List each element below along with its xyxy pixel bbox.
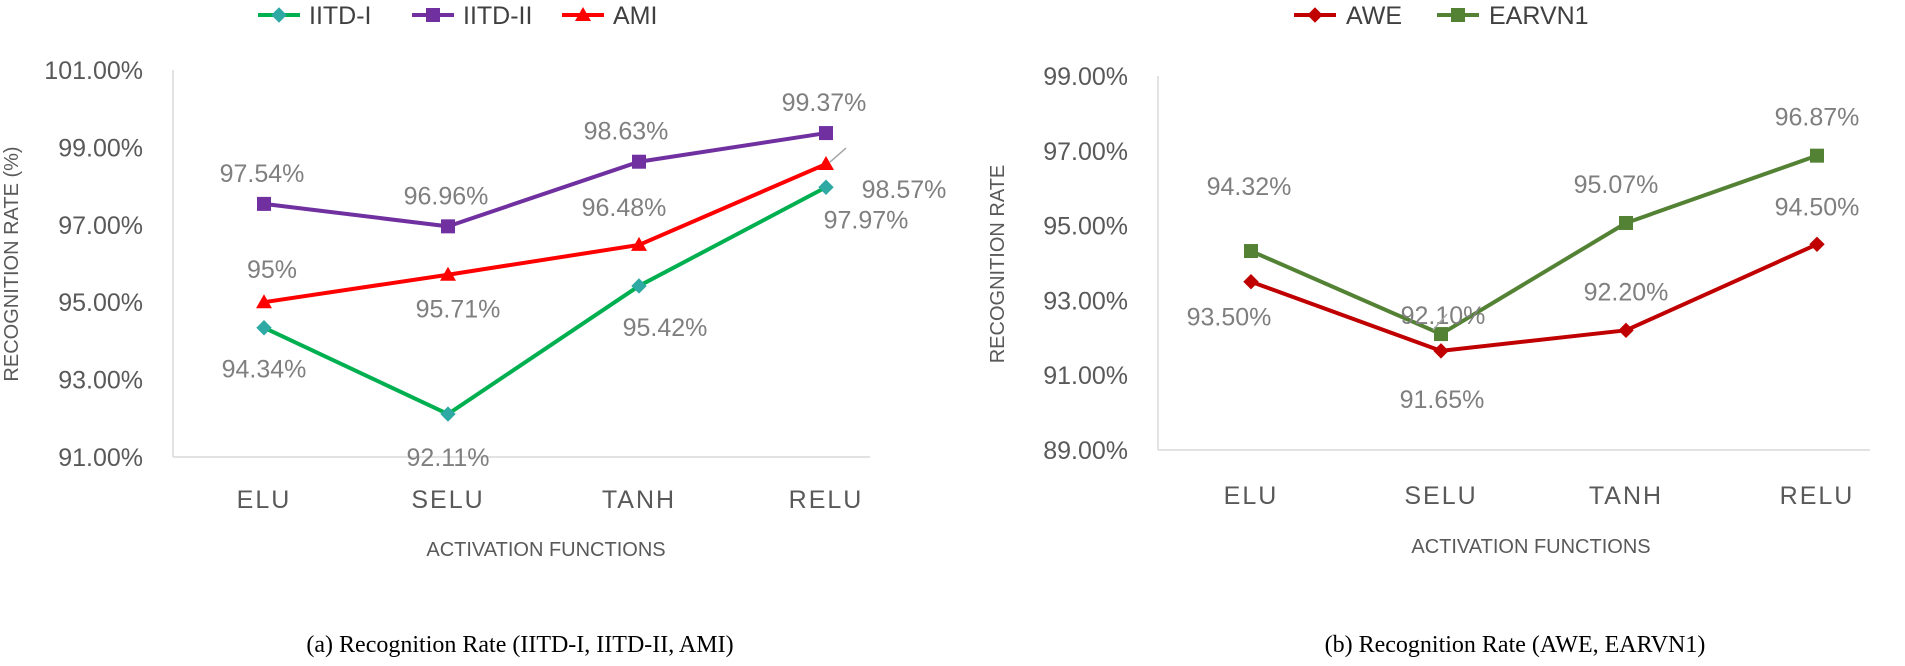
data-label: 92.11% bbox=[407, 444, 490, 472]
y-tick-label: 95.00% bbox=[58, 289, 143, 317]
legend-item-iitd-i: IITD-I bbox=[258, 2, 372, 30]
data-point bbox=[631, 236, 647, 251]
legend-marker bbox=[271, 7, 287, 23]
data-label: 98.57% bbox=[862, 176, 947, 204]
data-point bbox=[818, 156, 834, 171]
data-label: 95% bbox=[247, 256, 297, 284]
legend-marker bbox=[426, 8, 440, 22]
legend-marker bbox=[575, 7, 591, 21]
data-label: 96.87% bbox=[1775, 104, 1860, 132]
data-point bbox=[440, 266, 456, 281]
data-point bbox=[1243, 273, 1259, 290]
y-tick-label: 89.00% bbox=[1043, 437, 1128, 465]
legend-label: AMI bbox=[613, 2, 657, 30]
data-label: 94.32% bbox=[1207, 173, 1292, 201]
figure-caption: (b) Recognition Rate (AWE, EARVN1) bbox=[1325, 632, 1706, 658]
x-tick-label: RELU bbox=[789, 486, 864, 514]
data-point bbox=[1810, 148, 1824, 163]
data-point bbox=[441, 219, 455, 234]
data-label: 99.37% bbox=[782, 89, 867, 117]
data-point bbox=[631, 278, 647, 294]
x-tick-label: RELU bbox=[1780, 482, 1855, 510]
data-label: 96.96% bbox=[404, 182, 489, 210]
series-line bbox=[1250, 242, 1818, 353]
series-ami: 95% 95.71% 96.48% 98.57% bbox=[247, 156, 946, 324]
y-tick-label: 91.00% bbox=[58, 444, 143, 472]
data-label: 94.50% bbox=[1775, 193, 1860, 221]
data-point bbox=[1433, 343, 1449, 359]
y-tick-label: 97.00% bbox=[58, 212, 143, 240]
data-point bbox=[1619, 215, 1633, 230]
data-label: 93.50% bbox=[1187, 304, 1272, 332]
data-label: 92.10% bbox=[1401, 302, 1486, 330]
data-point bbox=[256, 320, 272, 336]
series-awe: 93.50% 91.65% 92.20% 94.50% bbox=[1187, 193, 1860, 414]
x-tick-label: TANH bbox=[602, 486, 676, 514]
x-axis-title: ACTIVATION FUNCTIONS bbox=[1411, 536, 1650, 558]
series-line bbox=[263, 162, 827, 305]
data-point bbox=[1618, 322, 1634, 339]
legend-marker bbox=[1451, 8, 1465, 22]
y-tick-label: 95.00% bbox=[1043, 213, 1128, 241]
x-tick-label: SELU bbox=[411, 486, 484, 514]
y-tick-label: 99.00% bbox=[58, 134, 143, 162]
data-label: 98.63% bbox=[584, 118, 669, 146]
data-label: 92.20% bbox=[1584, 278, 1669, 306]
legend-item-ami: AMI bbox=[562, 2, 657, 30]
x-axis-title: ACTIVATION FUNCTIONS bbox=[426, 539, 665, 561]
legend-marker bbox=[1307, 7, 1323, 23]
figure-caption: (a) Recognition Rate (IITD-I, IITD-II, A… bbox=[306, 632, 733, 658]
y-tick-label: 93.00% bbox=[58, 367, 143, 395]
y-tick-label: 93.00% bbox=[1043, 287, 1128, 315]
chart-panel-b: 89.00% 91.00% 93.00% 95.00% 97.00% 99.00% ELU S… bbox=[987, 2, 1870, 658]
series-line bbox=[263, 185, 827, 417]
x-tick-label: ELU bbox=[1224, 482, 1279, 510]
data-label: 95.07% bbox=[1574, 171, 1659, 199]
series-line bbox=[1250, 153, 1818, 337]
x-tick-label: TANH bbox=[1589, 482, 1663, 510]
data-label: 95.42% bbox=[623, 314, 708, 342]
data-point bbox=[1809, 236, 1825, 253]
legend-item-earvn1: EARVN1 bbox=[1437, 2, 1589, 30]
y-axis-title: RECOGNITION RATE (%) bbox=[1, 146, 23, 381]
data-label: 97.97% bbox=[824, 206, 909, 234]
data-point bbox=[1434, 327, 1448, 342]
legend-item-iitd-ii: IITD-II bbox=[412, 2, 532, 30]
data-label: 97.54% bbox=[220, 160, 305, 188]
data-label: 96.48% bbox=[582, 194, 667, 222]
series-iitd-ii: 97.54% 96.96% 98.63% 99.37% bbox=[220, 89, 867, 234]
legend-label: AWE bbox=[1346, 2, 1402, 30]
series-earvn1: 94.32% 92.10% 95.07% 96.87% bbox=[1207, 104, 1860, 342]
legend-label: EARVN1 bbox=[1489, 2, 1589, 30]
y-tick-label: 99.00% bbox=[1043, 63, 1128, 91]
data-point bbox=[257, 196, 271, 211]
legend-label: IITD-I bbox=[309, 2, 372, 30]
chart-panel-a: 91.00% 93.00% 95.00% 97.00% 99.00% 101.00% ELU… bbox=[1, 2, 946, 658]
data-point bbox=[819, 126, 833, 141]
data-label: 94.34% bbox=[222, 356, 307, 384]
x-tick-label: SELU bbox=[1404, 482, 1477, 510]
y-tick-label: 101.00% bbox=[44, 57, 143, 85]
series-iitd-i: 94.34% 92.11% 95.42% 97.97% bbox=[222, 179, 909, 472]
legend-label: IITD-II bbox=[463, 2, 532, 30]
series-line bbox=[263, 131, 827, 229]
y-tick-label: 97.00% bbox=[1043, 138, 1128, 166]
data-point bbox=[1244, 244, 1258, 259]
label-leader-line bbox=[829, 147, 847, 163]
data-point bbox=[256, 294, 272, 309]
data-label: 91.65% bbox=[1400, 386, 1485, 414]
data-point bbox=[632, 154, 646, 169]
data-point bbox=[440, 406, 456, 422]
label-leader-line bbox=[1432, 313, 1448, 331]
data-point bbox=[818, 179, 834, 195]
x-tick-label: ELU bbox=[237, 486, 292, 514]
legend-item-awe: AWE bbox=[1294, 2, 1402, 30]
data-label: 95.71% bbox=[416, 296, 501, 324]
y-tick-label: 91.00% bbox=[1043, 362, 1128, 390]
y-axis-title: RECOGNITION RATE bbox=[987, 165, 1009, 364]
